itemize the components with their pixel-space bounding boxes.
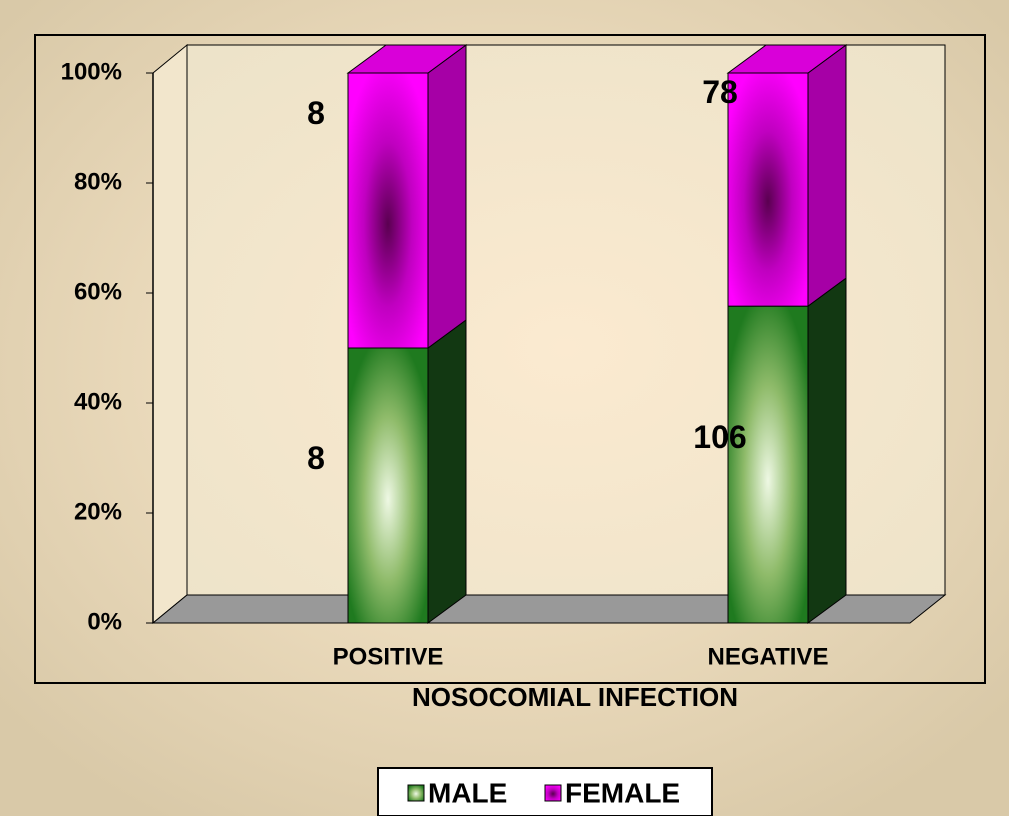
bar-side	[807, 44, 847, 308]
legend-label: MALE	[428, 777, 507, 808]
legend-label: FEMALE	[565, 777, 680, 808]
side-wall	[152, 43, 188, 625]
x-tick-label: NEGATIVE	[708, 643, 829, 670]
y-tick-label: 40%	[74, 388, 122, 415]
bar-top	[346, 44, 468, 74]
bar-side	[807, 277, 847, 624]
x-tick-label: POSITIVE	[333, 643, 444, 670]
legend-swatch	[544, 784, 562, 802]
bar	[727, 305, 809, 624]
legend-swatch	[407, 784, 425, 802]
data-label: 106	[693, 419, 746, 455]
y-tick-label: 60%	[74, 278, 122, 305]
bar-side	[427, 44, 467, 349]
bar-side	[427, 319, 467, 624]
data-label: 8	[307, 440, 325, 476]
chart-frame	[34, 34, 986, 684]
bar	[347, 72, 429, 349]
bar	[347, 347, 429, 624]
x-axis-title: NOSOCOMIAL INFECTION	[412, 682, 738, 712]
y-tick-label: 80%	[74, 168, 122, 195]
data-label: 78	[702, 74, 738, 110]
bar-top	[726, 44, 848, 74]
y-tick-label: 100%	[61, 58, 122, 85]
y-tick-label: 0%	[87, 608, 122, 635]
data-label: 8	[307, 95, 325, 131]
bar	[727, 72, 809, 307]
y-tick-label: 20%	[74, 498, 122, 525]
